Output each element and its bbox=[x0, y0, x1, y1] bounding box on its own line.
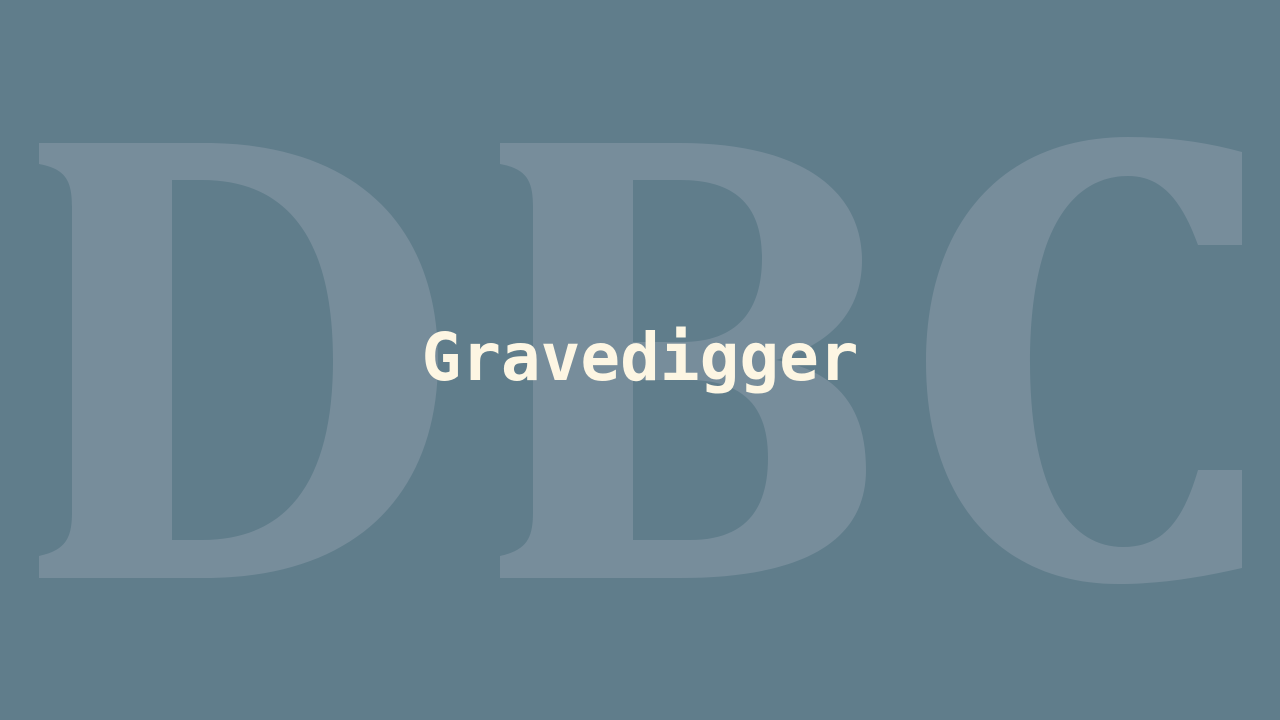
logo-letter-d bbox=[39, 143, 438, 578]
logo-letter-c bbox=[926, 137, 1242, 584]
page-title: Gravedigger bbox=[421, 319, 859, 396]
logo-letter-b bbox=[500, 143, 866, 578]
